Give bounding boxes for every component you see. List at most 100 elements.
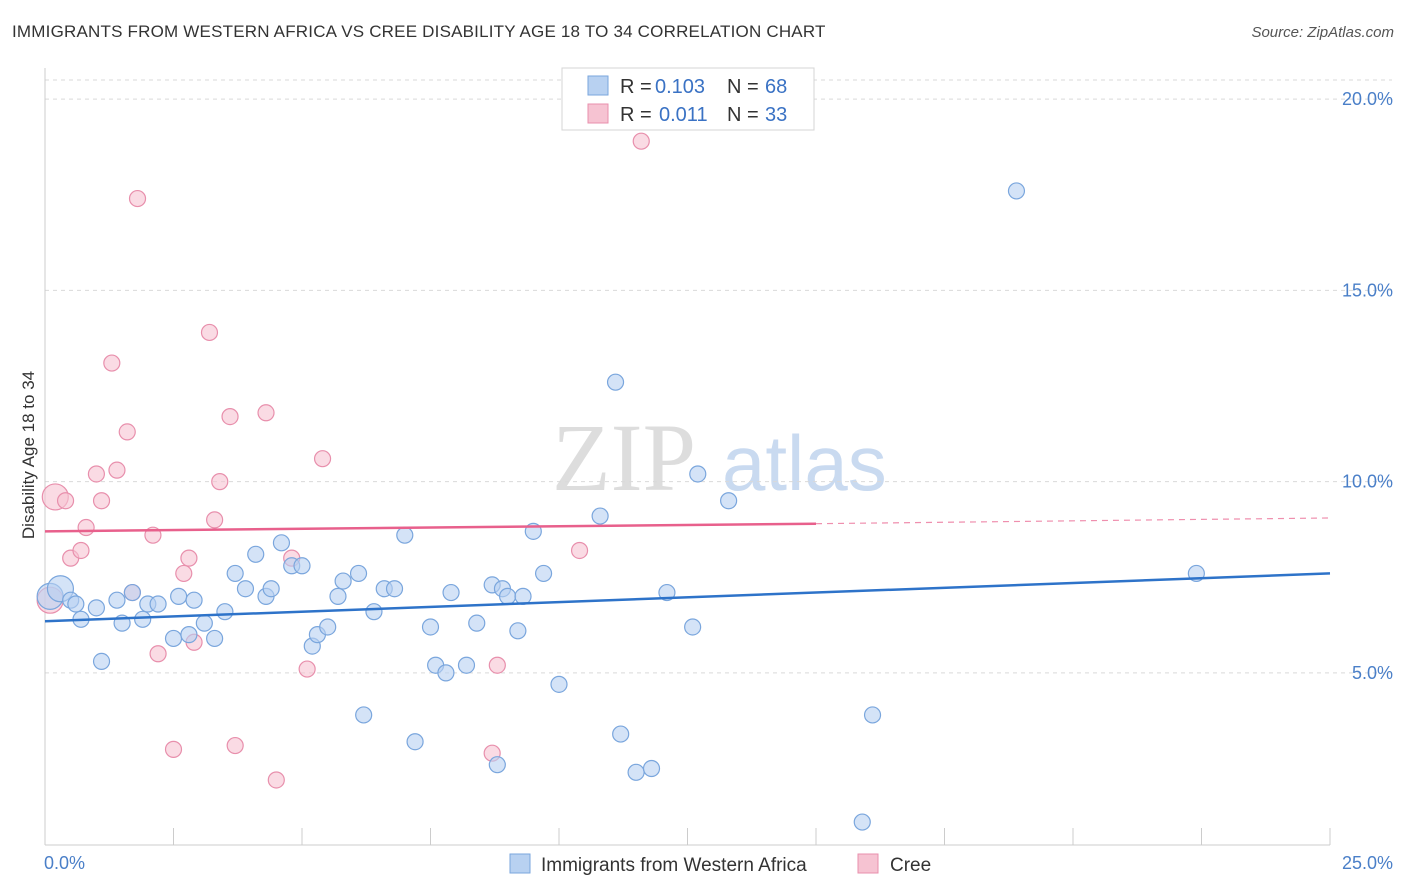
cree-trend-line — [44, 522, 817, 533]
legend-n-value-western-africa: 68 — [765, 76, 787, 98]
cree-point — [226, 736, 244, 755]
legend-r-value-western-africa: 0.103 — [655, 76, 705, 98]
western-africa-point — [550, 675, 568, 693]
western-africa-point — [329, 587, 347, 605]
watermark: ZIP atlas — [552, 404, 887, 511]
western-africa-point — [591, 507, 609, 525]
western-africa-point — [108, 591, 126, 609]
western-africa-point — [170, 587, 188, 605]
western-africa-point — [499, 587, 517, 605]
western-africa-point — [437, 664, 455, 682]
western-africa-point — [262, 580, 280, 598]
series-legend-cree: Cree — [890, 855, 931, 876]
cree-trend-extension — [815, 517, 1331, 525]
western-africa-point — [319, 618, 337, 636]
cree-point — [632, 132, 650, 150]
western-africa-point — [355, 706, 373, 724]
western-africa-point — [365, 603, 383, 621]
legend-swatch-western-africa — [587, 75, 609, 96]
legend-n-value-cree: 33 — [765, 104, 787, 126]
series-legend: Immigrants from Western Africa Cree — [509, 853, 931, 876]
western-africa-point — [534, 564, 553, 583]
western-africa-point — [612, 725, 630, 743]
western-africa-point — [720, 492, 738, 510]
cree-point — [570, 541, 589, 560]
legend-n-label: N = — [727, 104, 759, 126]
y-tick-label: 5.0% — [1352, 663, 1393, 683]
western-africa-point — [642, 759, 661, 778]
cree-point — [221, 408, 239, 426]
western-africa-point — [149, 595, 167, 613]
western-africa-points — [36, 182, 1205, 831]
cree-point — [313, 450, 332, 468]
cree-point — [128, 189, 147, 208]
cree-point — [267, 771, 285, 789]
legend-r-label: R = — [620, 104, 652, 126]
western-africa-point — [396, 526, 414, 544]
cree-point — [488, 656, 506, 674]
western-africa-point — [293, 557, 311, 575]
western-africa-point — [92, 652, 111, 671]
cree-point — [77, 518, 95, 537]
western-africa-trend-line — [44, 572, 1331, 623]
western-africa-point — [627, 763, 645, 781]
axes — [44, 68, 1331, 846]
series-legend-western-africa: Immigrants from Western Africa — [541, 855, 807, 876]
western-africa-point — [853, 813, 871, 831]
legend-r-label: R = — [620, 76, 652, 98]
western-africa-point — [684, 618, 702, 636]
cree-point — [257, 404, 275, 422]
western-africa-point — [236, 580, 255, 598]
western-africa-point — [385, 580, 404, 598]
western-africa-point — [421, 618, 440, 636]
western-africa-point — [606, 373, 625, 391]
cree-point — [72, 541, 90, 560]
cree-point — [87, 465, 106, 483]
western-africa-point — [658, 583, 676, 602]
western-africa-point — [509, 622, 527, 640]
cree-point — [211, 473, 229, 491]
western-africa-point — [185, 591, 203, 609]
western-africa-point — [247, 545, 265, 563]
y-axis-title: Disability Age 18 to 34 — [19, 371, 38, 539]
western-africa-point — [164, 629, 183, 648]
cree-point — [175, 564, 193, 583]
cree-point — [200, 323, 219, 342]
legend-n-label: N = — [727, 76, 759, 98]
cree-point — [56, 492, 75, 510]
western-africa-point — [216, 603, 234, 621]
legend-r-value-cree: 0.011 — [659, 104, 708, 126]
tick-labels: 5.0% 10.0% 15.0% 20.0% 0.0% 25.0% — [44, 89, 1393, 873]
y-tick-label: 20.0% — [1342, 89, 1393, 109]
cree-point — [108, 461, 126, 479]
watermark-zip: ZIP — [552, 404, 696, 511]
cree-point — [103, 354, 121, 372]
western-africa-point — [1007, 182, 1026, 200]
western-africa-point — [134, 610, 152, 628]
western-africa-point — [87, 599, 106, 617]
cree-point — [149, 645, 167, 663]
western-africa-point — [488, 756, 506, 774]
legend-swatch-cree — [587, 103, 609, 124]
western-africa-point — [457, 656, 476, 674]
chart-title: IMMIGRANTS FROM WESTERN AFRICA VS CREE D… — [12, 22, 826, 41]
cree-point — [206, 511, 224, 529]
western-africa-point — [195, 614, 213, 632]
watermark-atlas: atlas — [722, 419, 887, 507]
western-africa-point — [123, 583, 141, 602]
source-label: Source: ZipAtlas.com — [1251, 24, 1394, 41]
cree-point — [92, 492, 111, 510]
western-africa-point — [406, 733, 424, 751]
x-tick-label: 0.0% — [44, 853, 85, 873]
cree-point — [180, 549, 198, 567]
series-legend-swatch-cree — [857, 853, 879, 874]
western-africa-point — [226, 564, 244, 583]
trend-lines — [44, 517, 1331, 623]
cree-point — [164, 740, 183, 758]
western-africa-point — [272, 534, 291, 552]
series-legend-swatch-western-africa — [509, 853, 531, 874]
western-africa-point — [67, 595, 85, 613]
stats-legend: R = 0.103 N = 68 R = 0.011 N = 33 — [561, 67, 815, 131]
western-africa-point — [442, 583, 460, 602]
